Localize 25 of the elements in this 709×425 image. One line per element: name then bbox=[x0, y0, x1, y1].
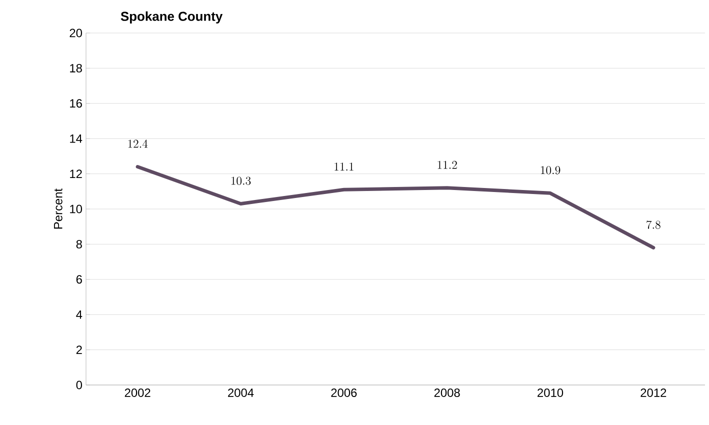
y-tick-label: 20 bbox=[70, 28, 82, 38]
data-label: 11 .2 bbox=[438, 160, 457, 169]
x-tick-label: 2002 bbox=[124, 388, 150, 397]
y-tick-label: 16 bbox=[70, 99, 82, 108]
data-label: 10.3 bbox=[231, 176, 251, 185]
y-tick-label: 6 bbox=[76, 275, 82, 284]
x-tick-label: 2012 bbox=[640, 388, 666, 397]
x-tick-label: 2004 bbox=[228, 388, 254, 397]
data-label: 10.9 bbox=[540, 166, 560, 174]
y-tick-label: 8 bbox=[76, 240, 82, 248]
y-axis-title: Percent bbox=[54, 188, 62, 229]
chart-title: Spokane County bbox=[120, 11, 223, 24]
data-label: 12.4 bbox=[128, 140, 148, 148]
y-tick-label: 18 bbox=[70, 64, 82, 72]
x-tick-label: 2010 bbox=[538, 388, 564, 397]
data-label: 11 . 1 bbox=[334, 162, 354, 171]
y-tick-label: 14 bbox=[70, 134, 82, 143]
y-tick-label: 2 bbox=[76, 346, 82, 354]
data-label: 7.8 bbox=[646, 220, 660, 229]
y-tick-label: 10 bbox=[70, 204, 82, 214]
y-tick-label: 4 bbox=[76, 310, 82, 319]
x-tick-label: 2008 bbox=[434, 388, 460, 397]
y-tick-label: 0 bbox=[76, 380, 82, 390]
x-tick-label: 2006 bbox=[331, 388, 357, 397]
y-tick-label: 12 bbox=[70, 170, 82, 178]
